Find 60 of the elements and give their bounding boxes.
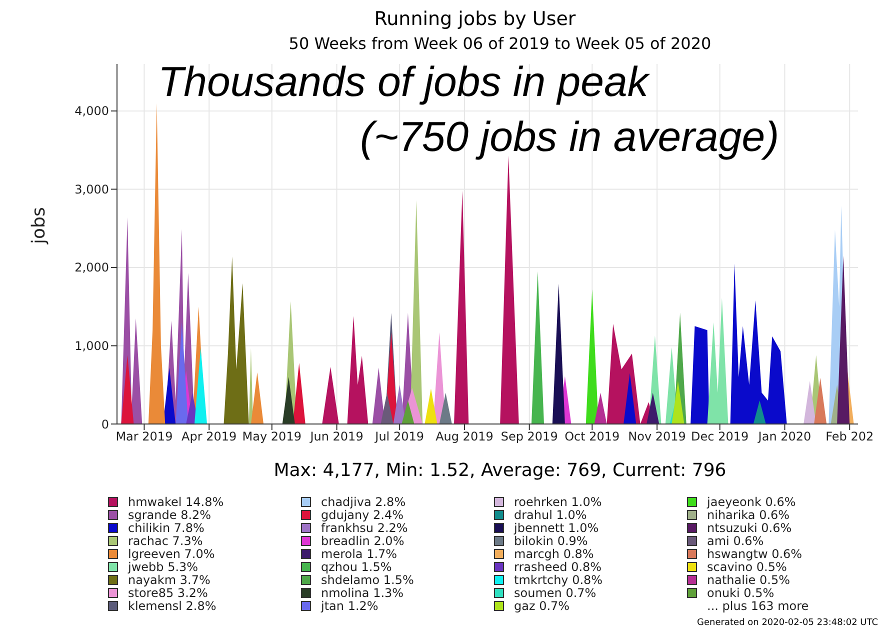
legend-label: shdelamo 1.5%	[321, 572, 414, 586]
y-tick-label: 2,000	[74, 260, 109, 275]
legend-label: rachac 7.3%	[128, 534, 203, 548]
chart-title: Running jobs by User	[373, 8, 577, 32]
x-tick-label: May 2019	[242, 430, 302, 444]
x-tick-label: Jul 2019	[374, 430, 424, 444]
x-tick-label: Dec 2019	[691, 430, 749, 444]
legend-label: drahul 1.0%	[514, 508, 587, 522]
x-tick-label: Nov 2019	[628, 430, 686, 444]
legend-label: gdujany 2.4%	[321, 508, 404, 522]
legend-label: jbennett 1.0%	[514, 520, 599, 534]
chart-subtitle: 50 Weeks from Week 06 of 2019 to Week 05 of 2020	[288, 34, 712, 55]
legend-label: bilokin 0.9%	[514, 534, 588, 548]
legend-label: ami 0.6%	[707, 534, 764, 548]
legend-label: niharika 0.6%	[707, 508, 790, 522]
legend-label: lgreeven 7.0%	[128, 546, 215, 560]
legend-label: jwebb 5.3%	[128, 560, 198, 574]
y-tick-label: 0	[101, 417, 109, 432]
y-axis-title: jobs	[28, 207, 50, 245]
legend-label: tmkrtchy 0.8%	[514, 572, 603, 586]
text: Max: 4,177, Min: 1.52, Average: 769, Current: 796	[272, 460, 728, 481]
legend-label: soumen 0.7%	[514, 586, 596, 600]
legend-label: rrasheed 0.8%	[514, 560, 602, 574]
y-tick-label: 3,000	[74, 182, 109, 196]
legend-label: ntsuzuki 0.6%	[707, 520, 792, 534]
x-tick-label: Oct 2019	[564, 430, 620, 444]
x-tick-label: Apr 2019	[182, 430, 237, 444]
x-tick-label: Feb 202	[826, 430, 874, 444]
x-tick-label: Aug 2019	[436, 430, 494, 444]
text: ... plus 163 more	[706, 599, 810, 613]
legend-label: frankhsu 2.2%	[321, 520, 408, 534]
y-tick-label: 4,000	[74, 104, 109, 118]
legend-label: sgrande 8.2%	[128, 508, 212, 522]
legend-label: hswangtw 0.6%	[707, 546, 802, 560]
legend-label: nathalie 0.5%	[707, 572, 790, 586]
legend-label: jtan 1.2%	[321, 598, 378, 612]
legend-label: marcgh 0.8%	[514, 546, 594, 560]
legend-label: store85 3.2%	[128, 586, 208, 600]
x-tick-label: Mar 2019	[116, 430, 173, 444]
legend-label: hmwakel 14.8%	[128, 494, 224, 508]
legend-label: gaz 0.7%	[514, 598, 570, 612]
legend-label: onuki 0.5%	[707, 586, 774, 600]
legend-label: breadlin 2.0%	[321, 534, 404, 548]
legend-label: nmolina 1.3%	[321, 586, 404, 600]
y-tick-label: 1,000	[74, 339, 109, 353]
legend-label: qzhou 1.5%	[321, 560, 392, 574]
legend-label: nayakm 3.7%	[128, 572, 210, 586]
x-tick-label: Jan 2020	[757, 430, 812, 444]
legend-label: merola 1.7%	[321, 546, 398, 560]
annotation: (~750 jobs in average)	[360, 113, 780, 161]
legend-label: chadjiva 2.8%	[321, 494, 406, 508]
legend-label: jaeyeonk 0.6%	[707, 494, 796, 508]
x-tick-label: Jun 2019	[309, 430, 364, 444]
annotation: Thousands of jobs in peak	[158, 58, 648, 106]
legend-label: klemensl 2.8%	[128, 598, 216, 612]
x-tick-label: Sep 2019	[500, 430, 558, 444]
text: Generated on 2020-02-05 23:48:02 UTC	[696, 618, 879, 628]
legend-label: chilikin 7.8%	[128, 520, 204, 534]
legend-label: scavino 0.5%	[707, 560, 787, 574]
legend-label: roehrken 1.0%	[514, 494, 602, 508]
